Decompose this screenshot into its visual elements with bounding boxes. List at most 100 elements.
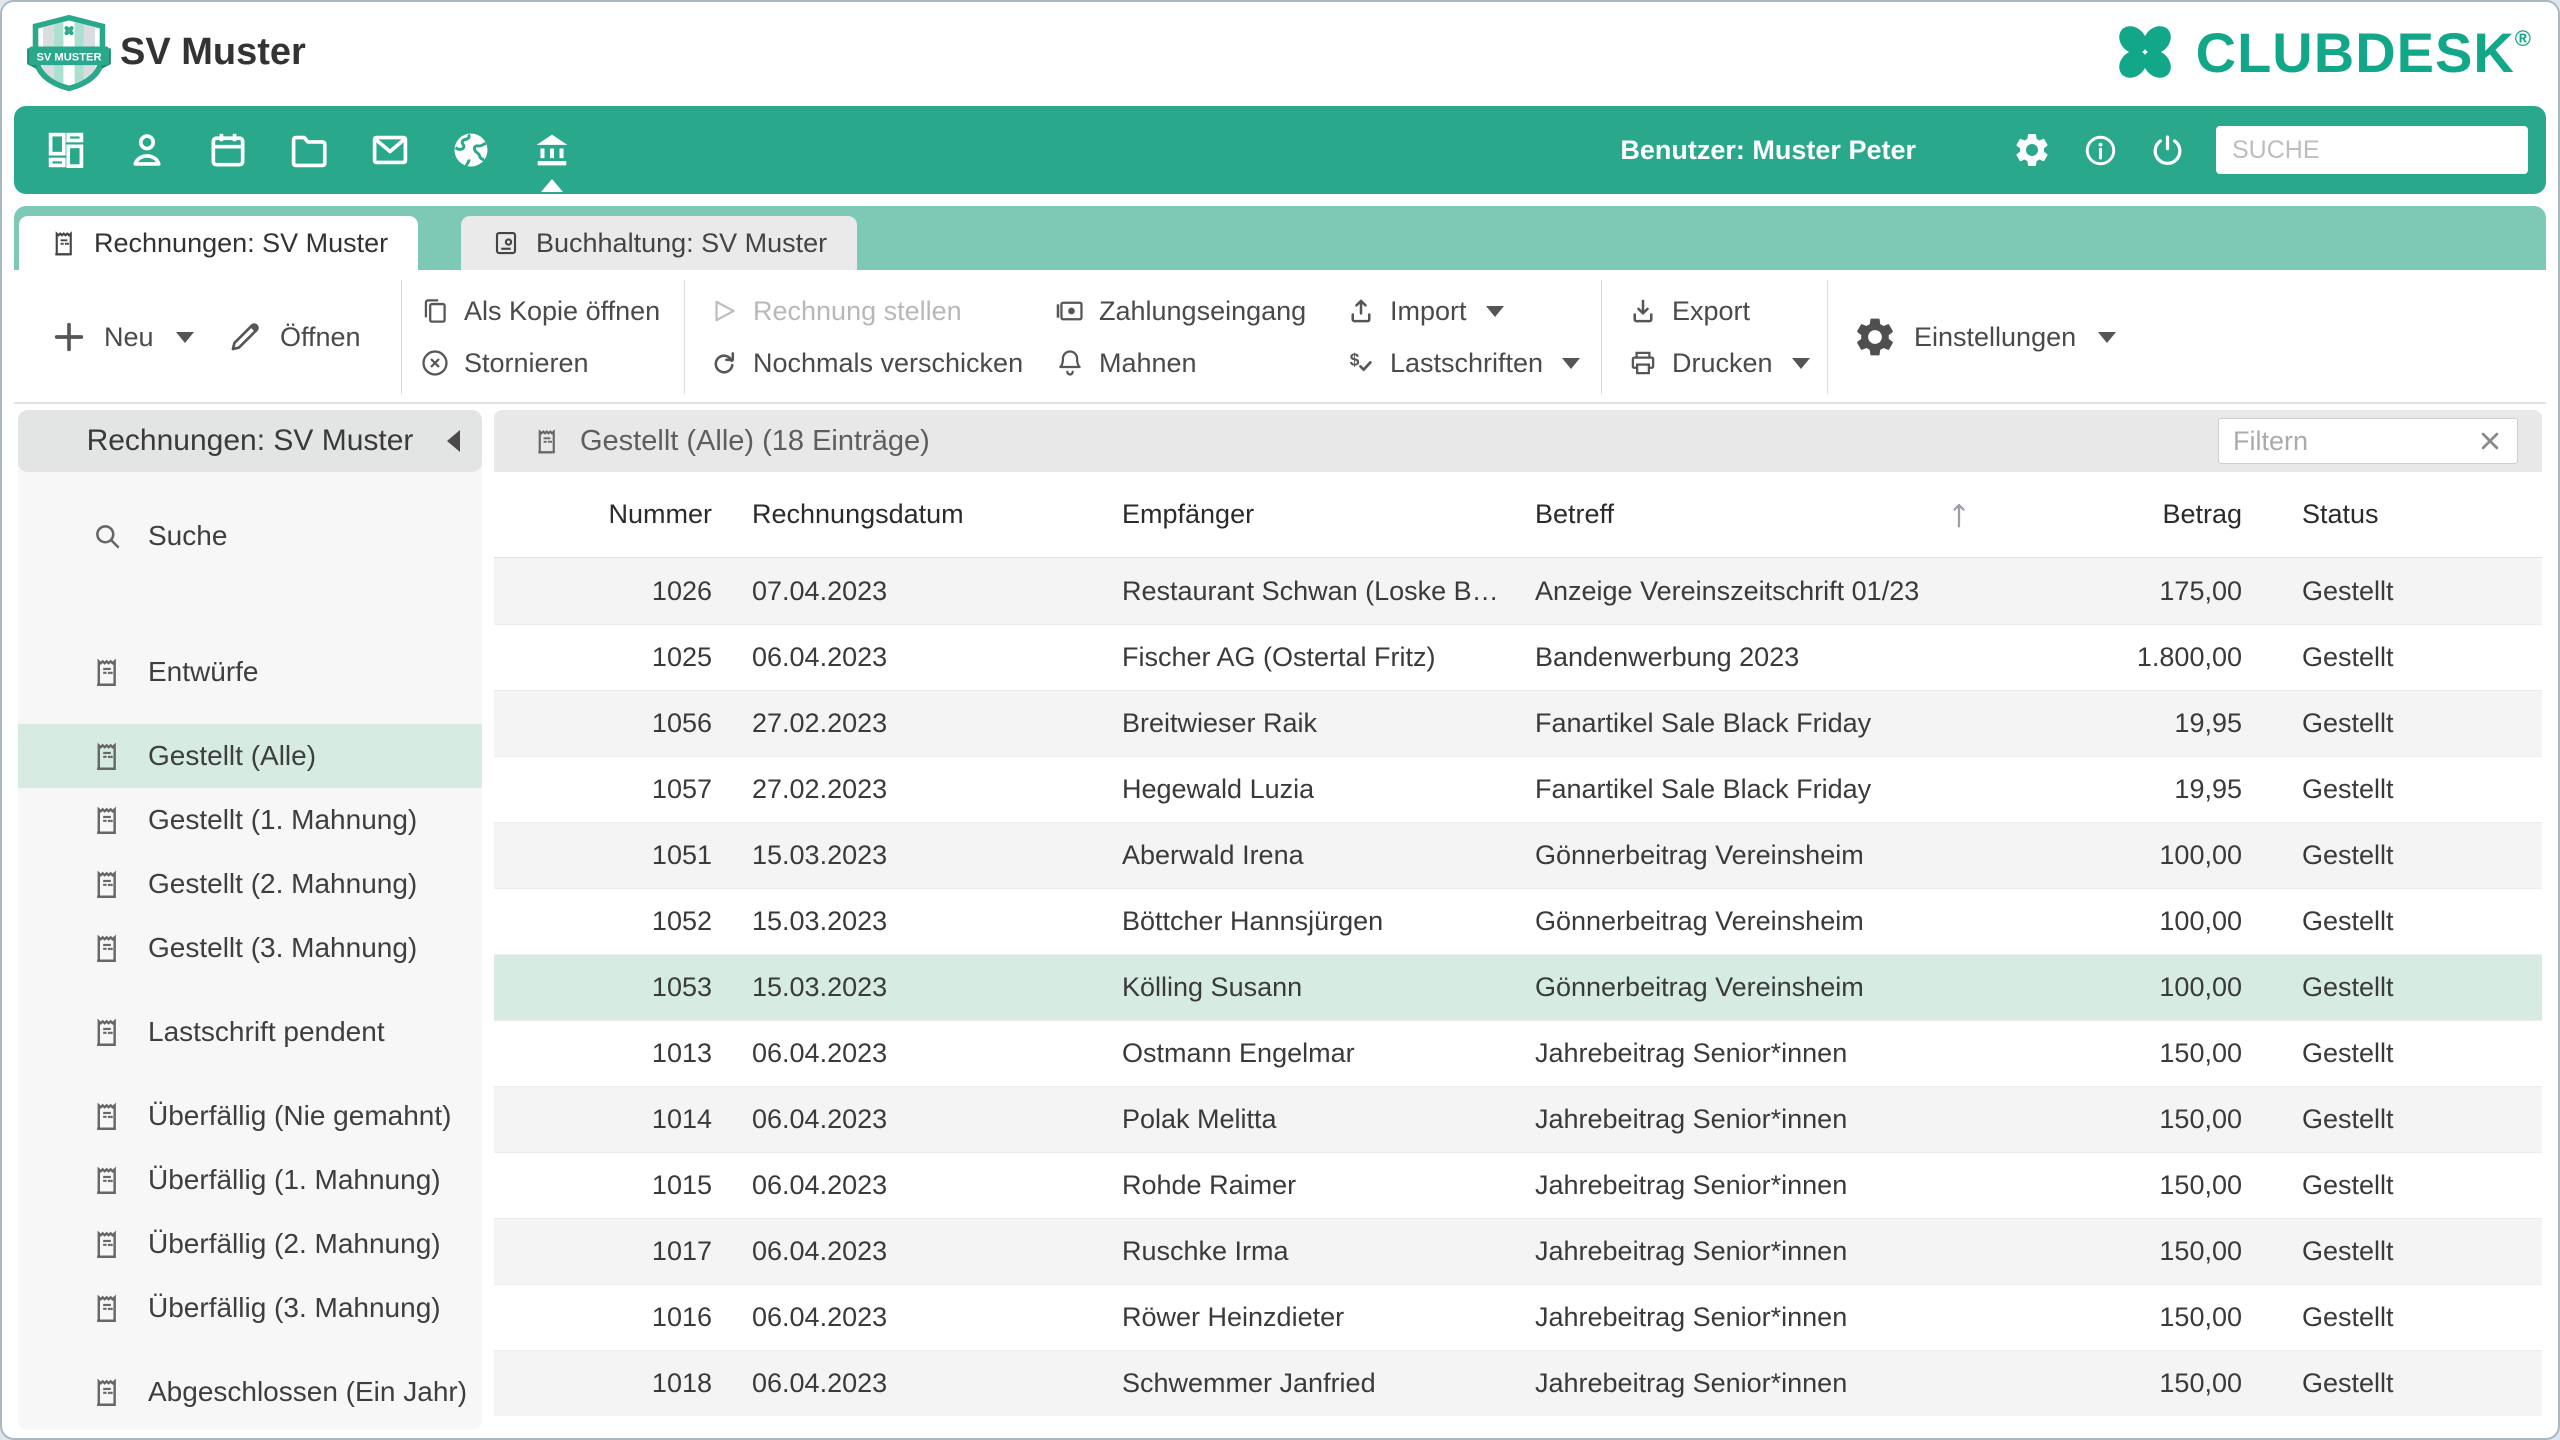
sidebar-item-label: Überfällig (Nie gemahnt) bbox=[148, 1100, 452, 1131]
table-cell-status: Gestellt bbox=[2302, 1302, 2394, 1332]
export-button[interactable]: Export bbox=[1627, 285, 1810, 337]
sidebar-title: Rechnungen: SV Muster bbox=[86, 424, 414, 457]
neu-button[interactable]: Neu bbox=[50, 270, 194, 404]
sidebar-item-überfällig-3-mahnung-[interactable]: Überfällig (3. Mahnung) bbox=[18, 1276, 482, 1340]
als-kopie-oeffnen-button[interactable]: Als Kopie öffnen bbox=[419, 285, 660, 337]
contacts-icon[interactable] bbox=[125, 128, 169, 172]
table-cell-betreff: Jahrebeitrag Senior*innen bbox=[1535, 1368, 1848, 1398]
sidebar-list: Suche Entwürfe Gestellt (Alle) Gestellt (1… bbox=[18, 472, 482, 1424]
table-cell-emp: Ostmann Engelmar bbox=[1122, 1038, 1355, 1068]
column-header-empfaenger[interactable]: Empfänger bbox=[1122, 499, 1255, 529]
sidebar-section: Abgeschlossen (Ein Jahr) bbox=[18, 1360, 482, 1424]
table-cell-betreff: Gönnerbeitrag Vereinsheim bbox=[1535, 906, 1864, 936]
registered-mark: ® bbox=[2514, 25, 2532, 51]
invoice-panel: Gestellt (Alle) (18 Einträge) Nummer Rec… bbox=[494, 410, 2542, 1430]
collapse-icon[interactable] bbox=[447, 430, 460, 452]
table-cell-betrag: 100,00 bbox=[2159, 906, 2242, 936]
sidebar-item-abgeschlossen-ein-jahr-[interactable]: Abgeschlossen (Ein Jahr) bbox=[18, 1360, 482, 1424]
lastschriften-button[interactable]: $ Lastschriften bbox=[1345, 337, 1581, 389]
direct-debit-icon: $ bbox=[1345, 347, 1377, 379]
table-row[interactable]: 1056 27.02.2023 Breitwieser Raik Fanartikel… bbox=[494, 690, 2542, 756]
sidebar-item-suche[interactable]: Suche bbox=[18, 504, 482, 568]
sidebar-item-gestellt-2-mahnung-[interactable]: Gestellt (2. Mahnung) bbox=[18, 852, 482, 916]
sidebar-item-lastschrift-pendent[interactable]: Lastschrift pendent bbox=[18, 1000, 482, 1064]
payment-icon bbox=[1054, 295, 1086, 327]
clover-icon bbox=[2108, 15, 2182, 89]
table-row[interactable]: 1016 06.04.2023 Röwer Heinzdieter Jahrebeit… bbox=[494, 1284, 2542, 1350]
mail-icon[interactable] bbox=[368, 128, 412, 172]
column-header-betrag[interactable]: Betrag bbox=[2162, 499, 2242, 529]
documents-icon[interactable] bbox=[287, 128, 331, 172]
sidebar-item-label: Gestellt (Alle) bbox=[148, 740, 317, 771]
table-row[interactable]: 1013 06.04.2023 Ostmann Engelmar Jahrebeitr… bbox=[494, 1020, 2542, 1086]
table-cell-betrag: 175,00 bbox=[2159, 575, 2242, 606]
table-cell-num: 1051 bbox=[651, 840, 712, 870]
sidebar-item-gestellt-3-mahnung-[interactable]: Gestellt (3. Mahnung) bbox=[18, 916, 482, 980]
clear-filter-icon[interactable] bbox=[2475, 426, 2505, 456]
sidebar-item-gestellt-alle-[interactable]: Gestellt (Alle) bbox=[18, 724, 482, 788]
einstellungen-button[interactable]: Einstellungen bbox=[1852, 270, 2117, 404]
payment-group: Zahlungseingang Mahnen bbox=[1054, 285, 1306, 389]
column-header-status[interactable]: Status bbox=[2302, 499, 2379, 529]
table-cell-emp: Restaurant Schwan (Loske B… bbox=[1122, 575, 1499, 606]
zahlungseingang-button[interactable]: Zahlungseingang bbox=[1054, 285, 1306, 337]
table-row[interactable]: 1018 06.04.2023 Schwemmer Janfried Jahrebei… bbox=[494, 1350, 2542, 1416]
logout-power-icon[interactable] bbox=[2149, 132, 2186, 169]
logo-banner-text: SV MUSTER bbox=[36, 51, 101, 63]
column-header-betreff[interactable]: Betreff bbox=[1535, 499, 1615, 529]
drucken-button[interactable]: Drucken bbox=[1627, 337, 1810, 389]
finance-icon[interactable] bbox=[530, 128, 574, 172]
table-cell-emp: Breitwieser Raik bbox=[1122, 708, 1318, 738]
info-icon[interactable] bbox=[2082, 132, 2119, 169]
table-row[interactable]: 1053 15.03.2023 Kölling Susann Gönnerbeitra… bbox=[494, 954, 2542, 1020]
table-row[interactable]: 1052 15.03.2023 Böttcher Hannsjürgen Gönner… bbox=[494, 888, 2542, 954]
table-row[interactable]: 1026 07.04.2023 Restaurant Schwan (Loske B… bbox=[494, 558, 2542, 624]
table-row[interactable]: 1015 06.04.2023 Rohde Raimer Jahrebeitrag S… bbox=[494, 1152, 2542, 1218]
sidebar: Rechnungen: SV Muster Suche Entwürfe Gest… bbox=[18, 410, 482, 1430]
table-cell-status: Gestellt bbox=[2302, 972, 2394, 1002]
filter-input[interactable] bbox=[2219, 425, 2475, 457]
sidebar-item-entwürfe[interactable]: Entwürfe bbox=[18, 640, 482, 704]
table-cell-status: Gestellt bbox=[2302, 774, 2394, 804]
settings-gear-icon[interactable] bbox=[2012, 130, 2052, 170]
chevron-down-icon bbox=[1791, 357, 1810, 369]
zahlungseingang-label: Zahlungseingang bbox=[1099, 295, 1307, 326]
column-header-nummer[interactable]: Nummer bbox=[608, 499, 712, 529]
table-row[interactable]: 1051 15.03.2023 Aberwald Irena Gönnerbeitra… bbox=[494, 822, 2542, 888]
sidebar-header[interactable]: Rechnungen: SV Muster bbox=[18, 410, 482, 472]
table-row[interactable]: 1017 06.04.2023 Ruschke Irma Jahrebeitrag S… bbox=[494, 1218, 2542, 1284]
table-row[interactable]: 1014 06.04.2023 Polak Melitta Jahrebeitrag … bbox=[494, 1086, 2542, 1152]
oeffnen-button[interactable]: Öffnen bbox=[226, 270, 361, 404]
tab-buchhaltung[interactable]: Buchhaltung: SV Muster bbox=[461, 216, 858, 270]
nochmals-verschicken-button[interactable]: Nochmals verschicken bbox=[708, 337, 1023, 389]
sidebar-item-gestellt-1-mahnung-[interactable]: Gestellt (1. Mahnung) bbox=[18, 788, 482, 852]
table-cell-num: 1016 bbox=[651, 1302, 712, 1332]
dashboard-icon[interactable] bbox=[44, 128, 88, 172]
calendar-icon[interactable] bbox=[206, 128, 250, 172]
table-cell-status: Gestellt bbox=[2302, 906, 2394, 936]
stornieren-button[interactable]: Stornieren bbox=[419, 337, 660, 389]
website-icon[interactable] bbox=[449, 128, 493, 172]
table-cell-num: 1017 bbox=[651, 1236, 712, 1266]
sidebar-item-überfällig-1-mahnung-[interactable]: Überfällig (1. Mahnung) bbox=[18, 1148, 482, 1212]
chevron-down-icon bbox=[1485, 305, 1504, 317]
tab-rechnungen[interactable]: Rechnungen: SV Muster bbox=[19, 216, 419, 270]
invoice-icon bbox=[90, 1291, 124, 1325]
import-button[interactable]: Import bbox=[1345, 285, 1580, 337]
sidebar-item-überfällig-2-mahnung-[interactable]: Überfällig (2. Mahnung) bbox=[18, 1212, 482, 1276]
sidebar-item-label: Abgeschlossen (Ein Jahr) bbox=[148, 1376, 468, 1407]
table-cell-date: 07.04.2023 bbox=[752, 575, 888, 606]
table-row[interactable]: 1057 27.02.2023 Hegewald Luzia Fanartikel S… bbox=[494, 756, 2542, 822]
invoice-icon bbox=[90, 1227, 124, 1261]
table-cell-betrag: 150,00 bbox=[2159, 1104, 2242, 1134]
global-search-input[interactable] bbox=[2216, 126, 2528, 174]
table-row[interactable]: 1025 06.04.2023 Fischer AG (Ostertal Fritz… bbox=[494, 624, 2542, 690]
sidebar-item-überfällig-nie-gemahnt-[interactable]: Überfällig (Nie gemahnt) bbox=[18, 1084, 482, 1148]
invoice-icon bbox=[90, 803, 124, 837]
rechnung-stellen-label: Rechnung stellen bbox=[753, 295, 962, 326]
mahnen-button[interactable]: Mahnen bbox=[1054, 337, 1306, 389]
column-header-rechnungsdatum[interactable]: Rechnungsdatum bbox=[752, 499, 964, 529]
table-cell-betreff: Anzeige Vereinszeitschrift 01/23 bbox=[1535, 575, 1920, 606]
chevron-down-icon bbox=[175, 331, 194, 343]
